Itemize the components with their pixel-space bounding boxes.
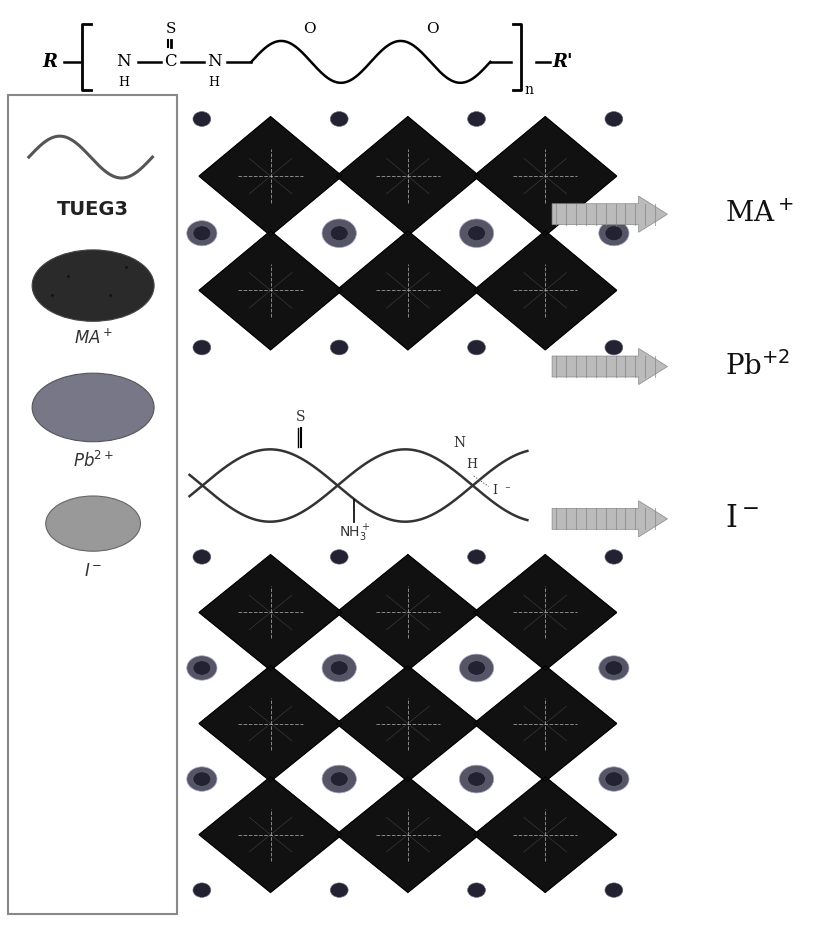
Ellipse shape xyxy=(330,549,348,565)
Ellipse shape xyxy=(468,111,485,127)
Ellipse shape xyxy=(330,226,348,241)
Text: N: N xyxy=(207,53,222,70)
Ellipse shape xyxy=(193,883,211,898)
Ellipse shape xyxy=(330,772,348,786)
Polygon shape xyxy=(199,555,342,670)
Text: I$^-$: I$^-$ xyxy=(84,563,102,580)
Polygon shape xyxy=(474,231,616,349)
Ellipse shape xyxy=(193,661,211,675)
Polygon shape xyxy=(199,117,342,235)
Text: n: n xyxy=(525,84,533,97)
Text: C: C xyxy=(164,53,177,70)
Ellipse shape xyxy=(605,883,623,898)
FancyArrow shape xyxy=(552,196,667,232)
Text: H: H xyxy=(208,76,220,89)
Polygon shape xyxy=(474,555,616,670)
Ellipse shape xyxy=(322,219,357,248)
Ellipse shape xyxy=(322,654,357,682)
Ellipse shape xyxy=(193,772,211,786)
Polygon shape xyxy=(336,231,480,349)
Polygon shape xyxy=(336,777,480,892)
Text: I$^-$: I$^-$ xyxy=(725,504,759,534)
Polygon shape xyxy=(199,231,342,349)
Text: H: H xyxy=(466,458,477,471)
Ellipse shape xyxy=(468,340,485,355)
Ellipse shape xyxy=(605,340,623,355)
Text: O: O xyxy=(302,22,316,35)
FancyArrow shape xyxy=(552,501,667,537)
Text: MA$^+$: MA$^+$ xyxy=(74,328,112,347)
Ellipse shape xyxy=(605,226,623,241)
Polygon shape xyxy=(199,665,342,782)
Ellipse shape xyxy=(605,772,623,786)
Ellipse shape xyxy=(460,219,494,248)
Text: Pb$^{2+}$: Pb$^{2+}$ xyxy=(73,450,114,471)
Ellipse shape xyxy=(330,340,348,355)
Text: Pb$^{+2}$: Pb$^{+2}$ xyxy=(725,351,790,382)
Text: MA$^+$: MA$^+$ xyxy=(725,200,794,228)
Polygon shape xyxy=(336,555,480,670)
Ellipse shape xyxy=(605,549,623,565)
Text: R': R' xyxy=(553,53,573,70)
Ellipse shape xyxy=(32,373,154,442)
FancyBboxPatch shape xyxy=(8,95,177,914)
Text: I: I xyxy=(492,484,497,497)
Text: O: O xyxy=(426,22,439,35)
Ellipse shape xyxy=(330,661,348,675)
Ellipse shape xyxy=(468,883,485,898)
Ellipse shape xyxy=(193,111,211,127)
Text: R: R xyxy=(42,53,57,70)
Ellipse shape xyxy=(599,656,629,680)
Ellipse shape xyxy=(468,226,485,241)
Ellipse shape xyxy=(468,549,485,565)
Ellipse shape xyxy=(330,111,348,127)
Polygon shape xyxy=(336,665,480,782)
Ellipse shape xyxy=(599,767,629,791)
Ellipse shape xyxy=(468,661,485,675)
Ellipse shape xyxy=(193,226,211,241)
Ellipse shape xyxy=(193,549,211,565)
Ellipse shape xyxy=(187,656,217,680)
Polygon shape xyxy=(199,777,342,892)
Ellipse shape xyxy=(193,340,211,355)
Ellipse shape xyxy=(599,221,629,246)
Polygon shape xyxy=(474,665,616,782)
Ellipse shape xyxy=(187,767,217,791)
Ellipse shape xyxy=(330,883,348,898)
Ellipse shape xyxy=(187,221,217,246)
Text: N: N xyxy=(116,53,131,70)
Ellipse shape xyxy=(460,654,494,682)
Ellipse shape xyxy=(32,249,154,322)
Text: H: H xyxy=(118,76,129,89)
Text: TUEG3: TUEG3 xyxy=(57,200,129,219)
Polygon shape xyxy=(336,117,480,235)
Ellipse shape xyxy=(605,661,623,675)
Polygon shape xyxy=(474,117,616,235)
Text: NH$_3^+$: NH$_3^+$ xyxy=(339,523,370,544)
Polygon shape xyxy=(474,777,616,892)
Ellipse shape xyxy=(460,765,494,793)
Text: N: N xyxy=(454,436,466,449)
Text: $^-$: $^-$ xyxy=(503,486,511,495)
FancyArrow shape xyxy=(552,348,667,385)
Text: S: S xyxy=(166,22,176,35)
Ellipse shape xyxy=(605,111,623,127)
Text: S: S xyxy=(296,410,306,424)
Ellipse shape xyxy=(46,496,140,551)
Ellipse shape xyxy=(468,772,485,786)
Ellipse shape xyxy=(322,765,357,793)
